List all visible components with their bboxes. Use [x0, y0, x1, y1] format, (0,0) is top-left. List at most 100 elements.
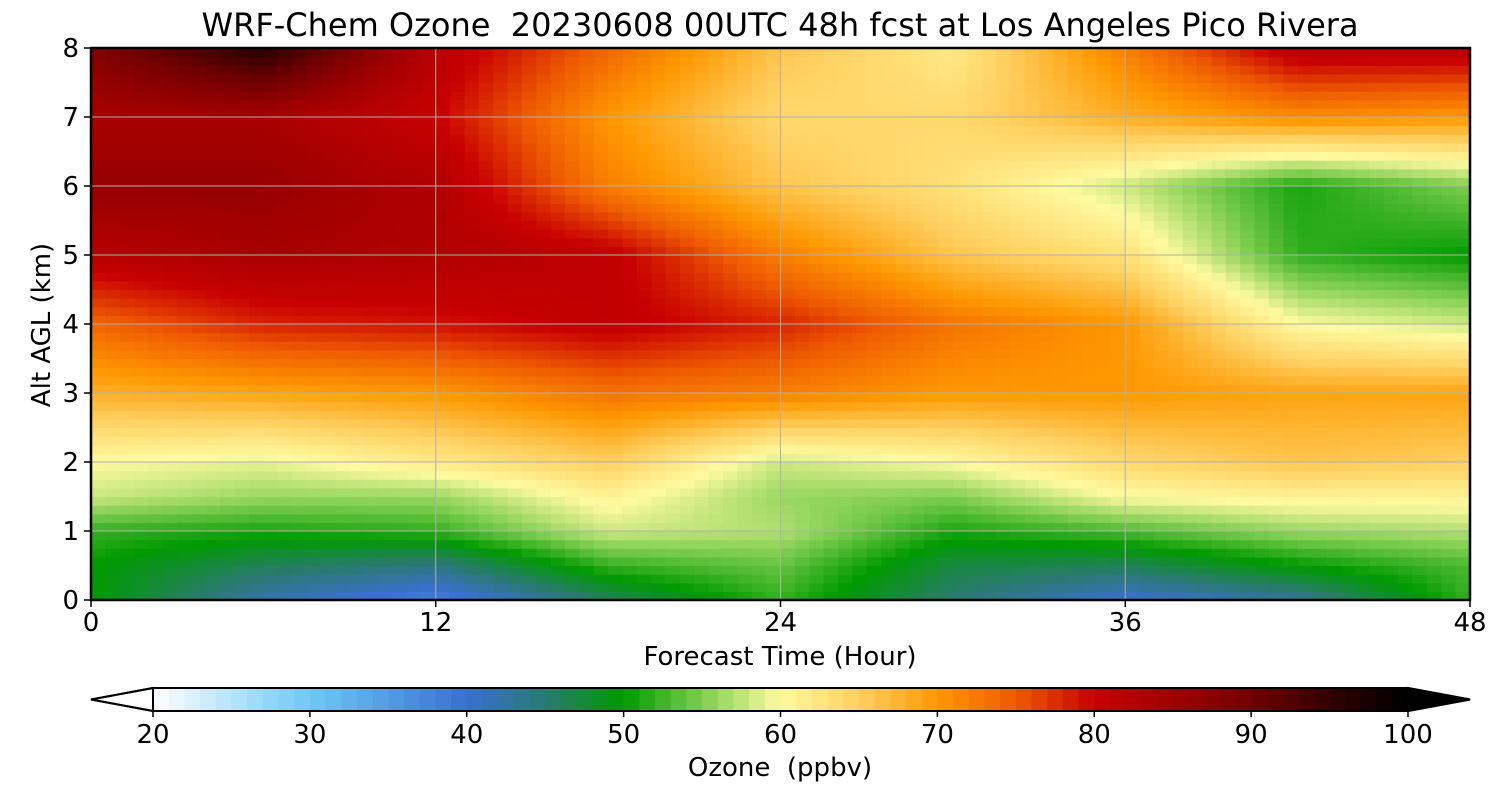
heatmap-cell	[679, 531, 695, 541]
heatmap-cell	[550, 393, 566, 403]
heatmap-cell	[708, 410, 724, 420]
heatmap-cell	[909, 341, 925, 351]
heatmap-cell	[1139, 56, 1155, 66]
heatmap-cell	[1110, 358, 1126, 368]
heatmap-cell	[249, 306, 264, 316]
heatmap-cell	[895, 487, 911, 498]
heatmap-cell	[837, 591, 853, 600]
heatmap-cell	[306, 315, 322, 325]
heatmap-cell	[751, 142, 767, 153]
heatmap-cell	[924, 56, 940, 66]
heatmap-cell	[608, 324, 624, 334]
heatmap-cell	[708, 582, 724, 592]
heatmap-cell	[1168, 125, 1184, 135]
heatmap-cell	[478, 229, 494, 239]
heatmap-cell	[277, 505, 293, 515]
heatmap-cell	[1182, 410, 1198, 420]
heatmap-cell	[134, 496, 150, 506]
heatmap-cell	[608, 444, 624, 454]
heatmap-cell	[1125, 393, 1141, 403]
heatmap-cell	[895, 375, 911, 385]
heatmap-cell	[464, 505, 480, 515]
heatmap-cell	[665, 82, 681, 92]
heatmap-cell	[737, 99, 753, 109]
heatmap-cell	[263, 160, 279, 170]
heatmap-cell	[593, 470, 609, 480]
heatmap-cell	[981, 220, 997, 230]
heatmap-cell	[464, 410, 480, 420]
heatmap-cell	[220, 160, 236, 170]
heatmap-cell	[881, 410, 897, 420]
heatmap-cell	[191, 108, 207, 118]
heatmap-cell	[550, 341, 566, 351]
heatmap-cell	[234, 375, 250, 385]
heatmap-cell	[378, 229, 394, 239]
heatmap-cell	[981, 487, 997, 498]
heatmap-cell	[292, 522, 308, 532]
heatmap-cell	[852, 332, 868, 342]
heatmap-cell	[119, 375, 135, 385]
heatmap-cell	[464, 134, 480, 144]
heatmap-cell	[723, 341, 738, 351]
heatmap-cell	[679, 462, 695, 472]
heatmap-cell	[981, 194, 997, 204]
heatmap-cell	[737, 375, 753, 385]
heatmap-cell	[349, 220, 365, 230]
heatmap-cell	[565, 332, 580, 342]
heatmap-cell	[263, 418, 279, 429]
heatmap-cell	[708, 384, 724, 394]
heatmap-cell	[981, 367, 997, 377]
heatmap-cell	[723, 246, 738, 256]
heatmap-cell	[306, 582, 322, 592]
heatmap-cell	[507, 436, 523, 446]
heatmap-cell	[134, 367, 150, 377]
heatmap-cell	[249, 315, 264, 325]
heatmap-cell	[679, 151, 695, 161]
heatmap-cell	[536, 410, 552, 420]
heatmap-cell	[134, 531, 150, 541]
heatmap-cell	[909, 556, 925, 567]
heatmap-cell	[866, 186, 882, 196]
heatmap-cell	[507, 565, 523, 575]
heatmap-cell	[1096, 384, 1112, 394]
heatmap-cell	[766, 289, 782, 299]
heatmap-cell	[277, 444, 293, 454]
heatmap-cell	[995, 91, 1011, 101]
heatmap-cell	[134, 142, 150, 153]
heatmap-cell	[177, 565, 193, 575]
heatmap-cell	[1067, 117, 1083, 127]
heatmap-cell	[91, 384, 106, 394]
heatmap-cell	[651, 436, 667, 446]
heatmap-cell	[679, 341, 695, 351]
heatmap-cell	[852, 479, 868, 489]
heatmap-cell	[1197, 272, 1213, 282]
heatmap-cell	[1168, 211, 1184, 222]
heatmap-cell	[924, 462, 940, 472]
heatmap-cell	[105, 117, 121, 127]
heatmap-cell	[881, 444, 897, 454]
heatmap-cell	[1139, 522, 1155, 532]
heatmap-cell	[550, 462, 566, 472]
heatmap-cell	[249, 211, 264, 222]
heatmap-cell	[579, 496, 595, 506]
heatmap-cell	[1125, 401, 1141, 411]
heatmap-cell	[1153, 487, 1169, 498]
heatmap-cell	[737, 531, 753, 541]
heatmap-cell	[507, 306, 523, 316]
heatmap-cell	[823, 522, 839, 532]
heatmap-cell	[938, 237, 954, 247]
heatmap-cell	[794, 453, 810, 463]
heatmap-cell	[91, 108, 106, 118]
heatmap-cell	[1039, 513, 1055, 523]
heatmap-cell	[363, 436, 379, 446]
heatmap-cell	[306, 134, 322, 144]
heatmap-cell	[766, 263, 782, 273]
heatmap-cell	[162, 401, 178, 411]
heatmap-cell	[407, 462, 422, 472]
heatmap-cell	[1110, 263, 1126, 273]
heatmap-cell	[263, 194, 279, 204]
heatmap-cell	[1168, 531, 1184, 541]
heatmap-cell	[924, 65, 940, 75]
heatmap-cell	[794, 332, 810, 342]
heatmap-cell	[751, 306, 767, 316]
